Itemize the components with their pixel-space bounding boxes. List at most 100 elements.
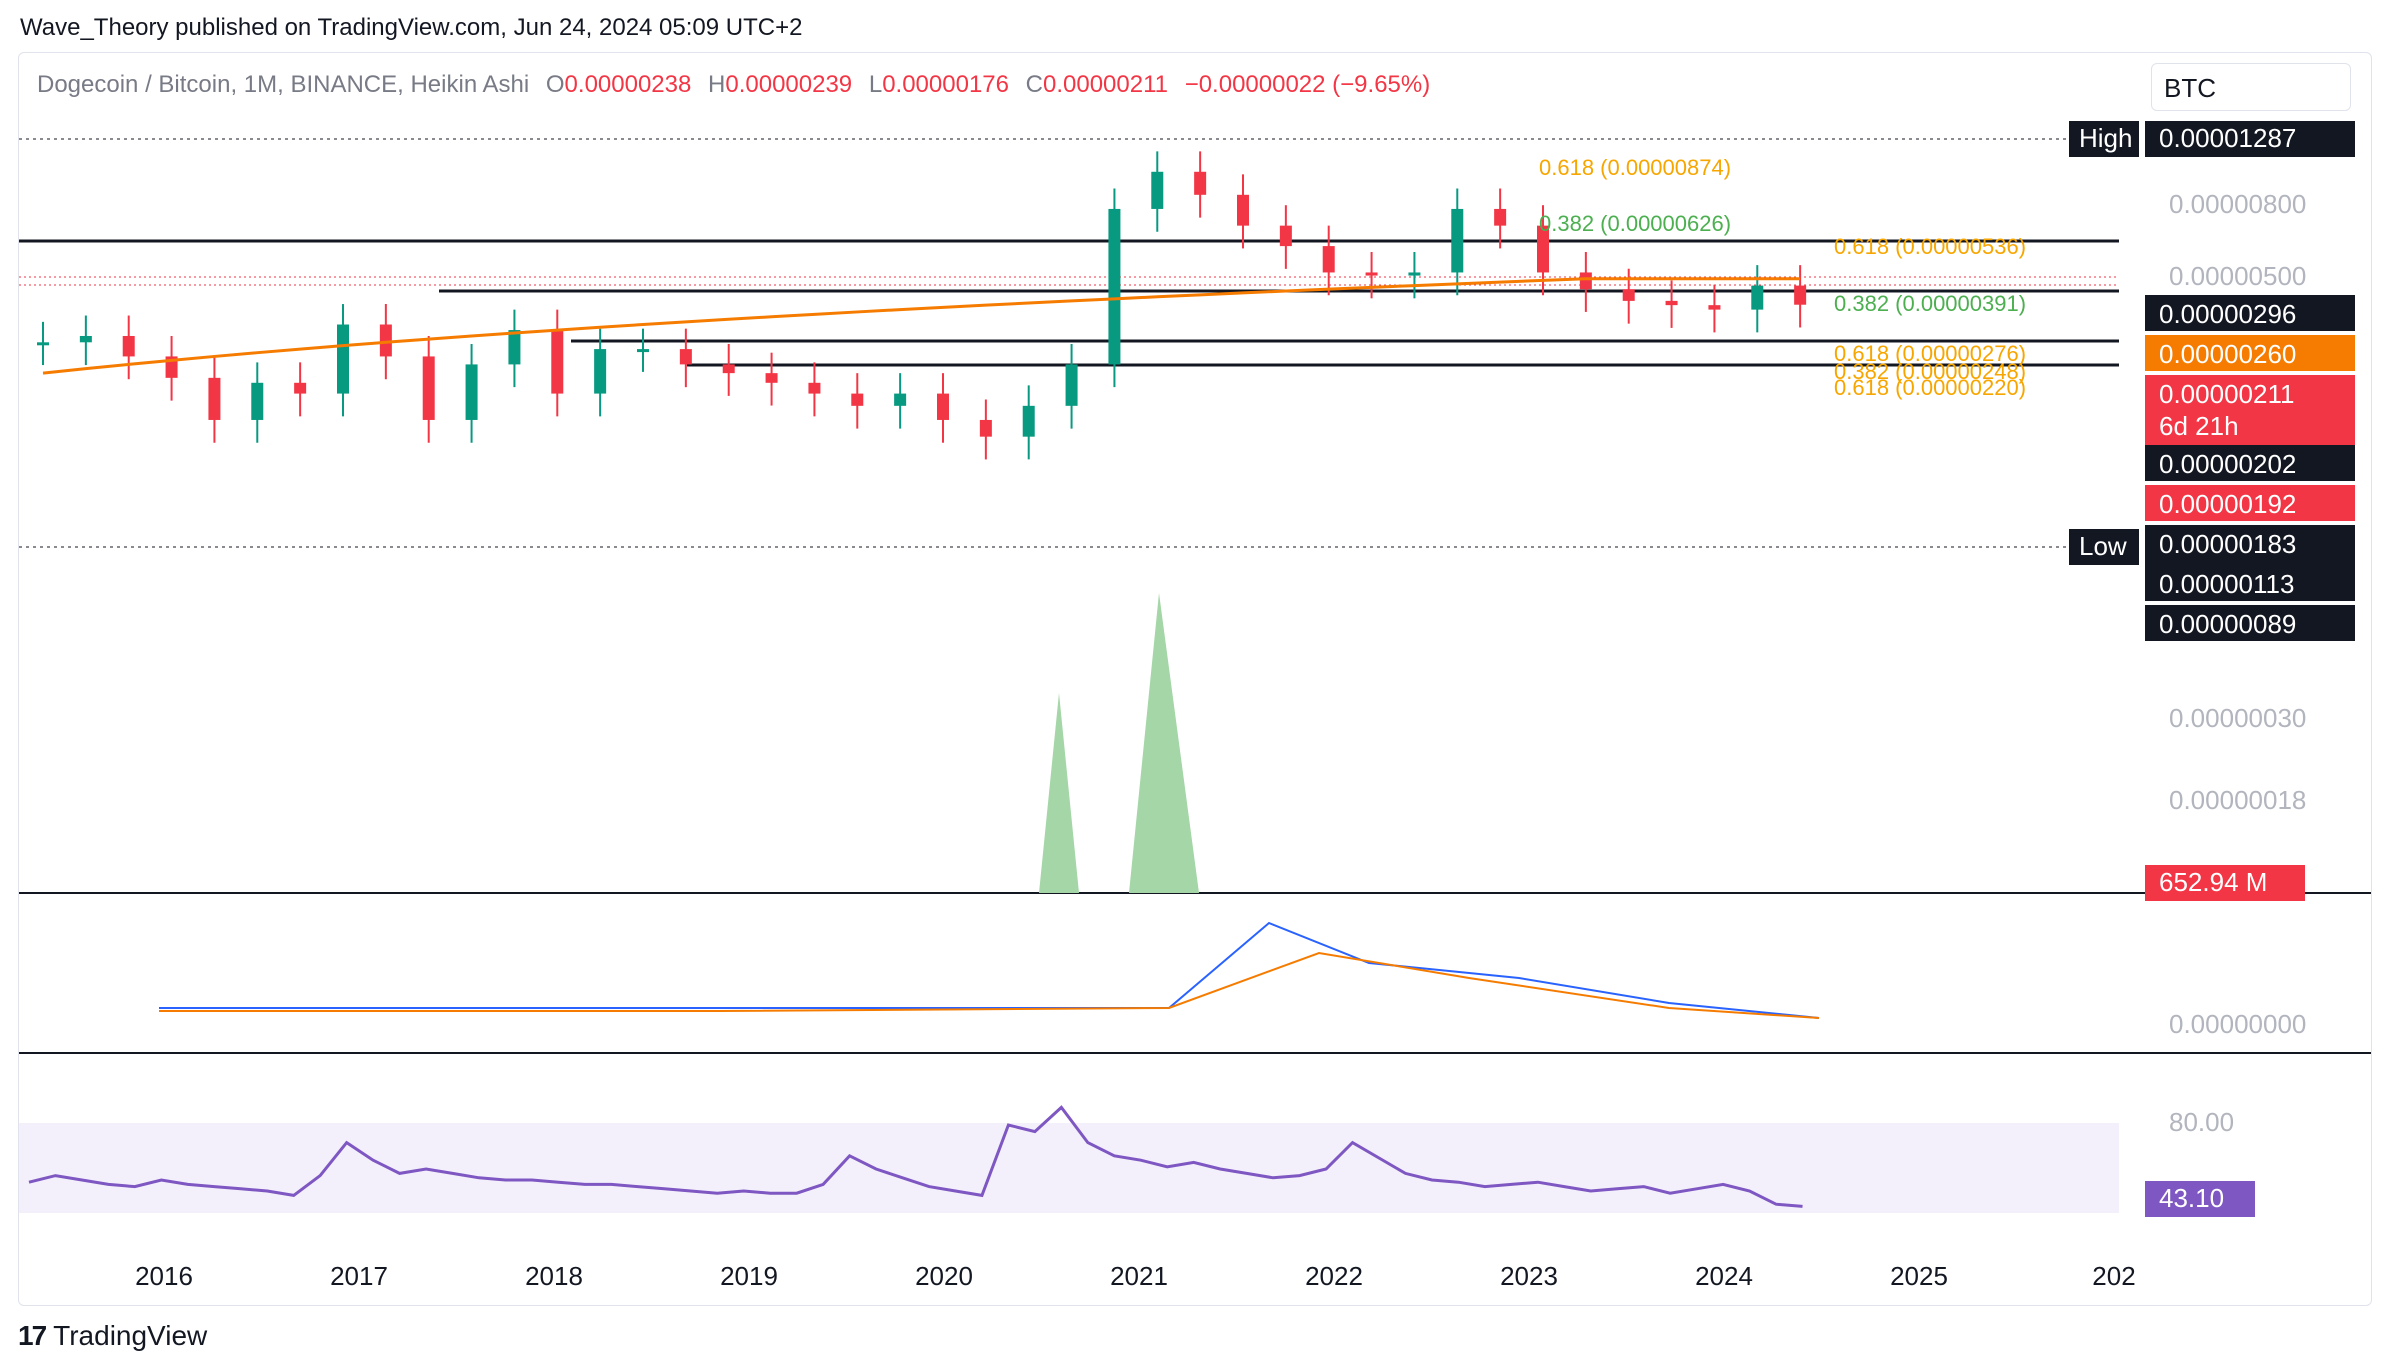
symbol-title: Dogecoin / Bitcoin, 1M, BINANCE, Heikin … — [37, 71, 530, 98]
rsi-value-badge — [2145, 1181, 2255, 1217]
candle-body — [208, 377, 221, 420]
x-tick-label: 2017 — [330, 1261, 388, 1291]
candle-body — [79, 335, 92, 343]
x-tick-label: 202 — [2092, 1261, 2135, 1291]
low-badge — [2069, 529, 2139, 565]
candle-body — [422, 356, 435, 420]
x-tick-label: 2020 — [915, 1261, 973, 1291]
price-badge — [2145, 565, 2355, 601]
close-value: 0.00000211 — [1043, 71, 1169, 98]
high-value-badge — [2145, 121, 2355, 157]
candle-body — [551, 330, 564, 394]
open-value: 0.00000238 — [564, 71, 692, 98]
price-badge-countdown: 6d 21h — [2159, 411, 2239, 441]
y-tick-label: 0.00000018 — [2169, 785, 2306, 815]
high-badge-label: High — [2079, 123, 2132, 153]
candle-body — [1322, 246, 1335, 273]
candle-body — [594, 349, 607, 394]
rsi-80-label: 80.00 — [2169, 1107, 2234, 1137]
candle-body — [1194, 171, 1207, 195]
price-badge — [2145, 335, 2355, 371]
candle-body — [1794, 285, 1807, 305]
price-badge-value: 0.00000296 — [2159, 299, 2296, 329]
candle-body — [1365, 272, 1378, 276]
fib-label: 0.618 (0.00000536) — [1834, 234, 2026, 259]
fib-label: 0.618 (0.00000220) — [1834, 375, 2026, 400]
price-badge-value: 0.00000192 — [2159, 489, 2296, 519]
price-badge — [2145, 375, 2355, 447]
x-tick-label: 2019 — [720, 1261, 778, 1291]
volume-spike — [1039, 693, 1079, 893]
candle-body — [979, 419, 992, 437]
candle-body — [1579, 272, 1592, 290]
tradingview-logo-icon: 17 — [18, 1320, 47, 1351]
candle-body — [465, 364, 478, 420]
candle-body — [1622, 289, 1635, 301]
candle-body — [679, 349, 692, 365]
y-tick-label: 0.00000800 — [2169, 189, 2306, 219]
high-label: H — [708, 71, 726, 98]
candle-body — [1451, 208, 1464, 273]
candle-body — [1408, 272, 1421, 276]
low-badge-label: Low — [2079, 531, 2127, 561]
x-tick-label: 2022 — [1305, 1261, 1363, 1291]
price-badge — [2145, 445, 2355, 481]
price-badge-value: 0.00000211 — [2159, 379, 2294, 409]
macd-line — [159, 921, 1820, 1019]
change-value: −0.00000022 (−9.65%) — [1184, 71, 1431, 98]
candle-body — [294, 382, 307, 394]
candle-body — [722, 364, 735, 374]
price-badge-value: 0.00000113 — [2159, 569, 2294, 599]
candle-body — [1237, 194, 1249, 226]
x-tick-label: 2024 — [1695, 1261, 1753, 1291]
x-tick-label: 2018 — [525, 1261, 583, 1291]
candle-body — [508, 330, 521, 365]
close-label: C — [1025, 71, 1043, 98]
rsi-value-text: 43.10 — [2159, 1183, 2224, 1213]
chart-frame[interactable]: Dogecoin / Bitcoin, 1M, BINANCE, Heikin … — [18, 52, 2372, 1306]
candle-body — [1065, 364, 1078, 406]
symbol-legend: Dogecoin / Bitcoin, 1M, BINANCE, Heikin … — [37, 71, 1430, 99]
price-badge-value: 0.00000089 — [2159, 609, 2296, 639]
y-tick-label: 0.00000030 — [2169, 703, 2306, 733]
candle-body — [1108, 208, 1121, 365]
candle-body — [1537, 225, 1549, 273]
publisher-line: Wave_Theory published on TradingView.com… — [20, 14, 803, 41]
fib-label: 0.382 (0.00000248) — [1834, 359, 2026, 384]
candle-body — [37, 342, 49, 346]
rsi-band — [19, 1123, 2119, 1213]
x-tick-label: 2025 — [1890, 1261, 1948, 1291]
candle-body — [1708, 305, 1721, 310]
signal-line — [159, 951, 1820, 1019]
open-label: O — [545, 71, 565, 98]
tradingview-footer[interactable]: 17 TradingView — [18, 1320, 207, 1352]
rsi-line — [28, 1105, 1803, 1208]
fib-label: 0.382 (0.00000626) — [1539, 211, 1731, 236]
x-tick-label: 2016 — [135, 1261, 193, 1291]
volume-badge-value: 652.94 M — [2159, 867, 2267, 897]
candle-body — [1022, 405, 1035, 437]
price-badge — [2145, 525, 2355, 561]
candle-body — [637, 349, 649, 353]
candle-body — [1751, 285, 1764, 310]
x-tick-label: 2023 — [1500, 1261, 1558, 1291]
brand-label: TradingView — [53, 1320, 208, 1351]
ema-line — [42, 277, 1801, 375]
price-chart[interactable]: 0.618 (0.00000874) 0.382 (0.00000626) 0.61… — [19, 53, 2371, 1305]
candle-body — [894, 393, 907, 406]
low-value: 0.00000176 — [882, 71, 1009, 98]
currency-selector[interactable]: BTC — [2151, 63, 2351, 111]
candle-body — [765, 373, 778, 383]
price-badge — [2145, 605, 2355, 641]
price-badge — [2145, 485, 2355, 521]
high-badge — [2069, 121, 2139, 157]
macd-zero-label: 0.00000000 — [2169, 1009, 2306, 1039]
fib-label: 0.382 (0.00000391) — [1834, 291, 2026, 316]
fib-label: 0.618 (0.00000276) — [1834, 341, 2026, 366]
high-value: 0.00000239 — [725, 71, 853, 98]
candle-body — [1279, 225, 1292, 247]
candle-body — [937, 393, 949, 420]
candle-body — [1665, 300, 1678, 306]
price-badge-value: 0.00000260 — [2159, 339, 2296, 369]
candle-body — [1151, 171, 1164, 209]
